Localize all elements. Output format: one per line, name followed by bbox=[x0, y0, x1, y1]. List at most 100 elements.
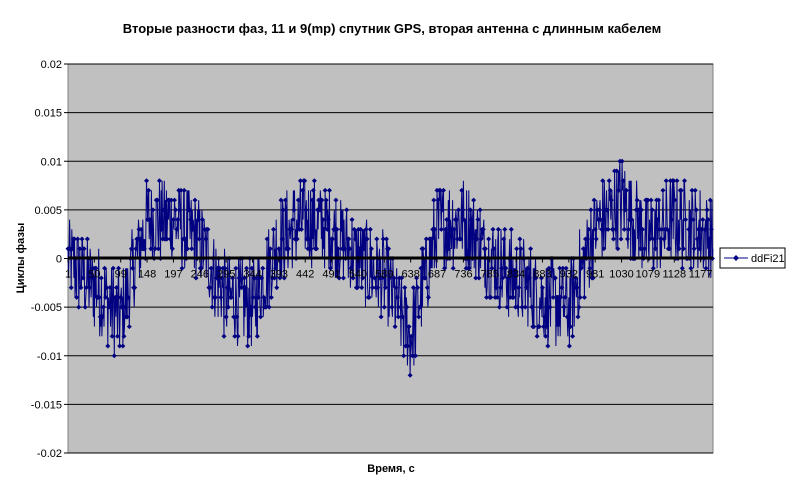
data-point bbox=[173, 207, 179, 213]
data-point bbox=[99, 314, 105, 320]
data-point bbox=[137, 236, 143, 242]
data-point bbox=[480, 226, 486, 232]
data-point bbox=[244, 265, 250, 271]
x-tick-label: 197 bbox=[164, 269, 182, 281]
data-point bbox=[124, 314, 130, 320]
data-point bbox=[404, 304, 410, 310]
data-point bbox=[324, 226, 330, 232]
data-point bbox=[681, 178, 687, 184]
data-point bbox=[676, 246, 682, 252]
data-point bbox=[68, 285, 74, 291]
data-point bbox=[379, 275, 385, 281]
data-point bbox=[545, 343, 551, 349]
x-tick-label: 540 bbox=[349, 269, 367, 281]
data-point bbox=[437, 187, 443, 193]
data-point bbox=[574, 285, 580, 291]
data-point bbox=[338, 226, 344, 232]
data-point bbox=[82, 304, 88, 310]
x-tick-label: 932 bbox=[560, 269, 578, 281]
data-point bbox=[112, 294, 118, 300]
data-point bbox=[230, 275, 236, 281]
data-point bbox=[255, 294, 261, 300]
data-point bbox=[690, 217, 696, 223]
data-point bbox=[504, 304, 510, 310]
data-point bbox=[409, 353, 415, 359]
data-point bbox=[108, 304, 114, 310]
data-point bbox=[321, 226, 327, 232]
data-point bbox=[75, 236, 81, 242]
data-point bbox=[83, 285, 89, 291]
data-point bbox=[590, 275, 596, 281]
data-point bbox=[276, 246, 282, 252]
data-point bbox=[380, 236, 386, 242]
data-point bbox=[141, 246, 147, 252]
data-point bbox=[635, 207, 641, 213]
data-point bbox=[621, 226, 627, 232]
data-point bbox=[252, 304, 258, 310]
data-point bbox=[91, 275, 97, 281]
data-point bbox=[695, 226, 701, 232]
data-point bbox=[372, 275, 378, 281]
data-point bbox=[619, 158, 625, 164]
data-point bbox=[468, 217, 474, 223]
data-point bbox=[110, 265, 116, 271]
data-point bbox=[505, 275, 511, 281]
data-point bbox=[560, 265, 566, 271]
data-point bbox=[386, 246, 392, 252]
data-point bbox=[392, 324, 398, 330]
data-point bbox=[609, 226, 615, 232]
data-point bbox=[570, 333, 576, 339]
data-point bbox=[605, 226, 611, 232]
data-point bbox=[289, 226, 295, 232]
data-point bbox=[580, 246, 586, 252]
data-point bbox=[267, 246, 273, 252]
data-point bbox=[510, 294, 516, 300]
x-tick-label: 589 bbox=[375, 269, 393, 281]
data-point bbox=[534, 333, 540, 339]
data-point bbox=[688, 265, 694, 271]
data-point bbox=[563, 265, 569, 271]
data-point bbox=[119, 304, 125, 310]
data-point bbox=[268, 294, 274, 300]
data-point bbox=[77, 246, 83, 252]
data-point bbox=[693, 207, 699, 213]
data-point bbox=[199, 217, 205, 223]
data-point bbox=[547, 304, 553, 310]
data-point bbox=[425, 294, 431, 300]
data-point bbox=[567, 324, 573, 330]
legend-label: ddFi21 bbox=[751, 253, 785, 265]
data-point bbox=[261, 294, 267, 300]
data-point bbox=[471, 197, 477, 203]
data-point bbox=[422, 275, 428, 281]
data-point bbox=[375, 285, 381, 291]
data-point bbox=[406, 324, 412, 330]
data-point bbox=[443, 226, 449, 232]
data-point bbox=[170, 217, 176, 223]
data-point bbox=[156, 178, 162, 184]
x-tick-label: 1 bbox=[65, 269, 71, 281]
y-tick-label: -0.02 bbox=[37, 448, 62, 460]
x-tick-label: 50 bbox=[88, 269, 100, 281]
data-point bbox=[116, 265, 122, 271]
data-point bbox=[587, 265, 593, 271]
data-point bbox=[344, 207, 350, 213]
data-point bbox=[637, 246, 643, 252]
data-point bbox=[498, 285, 504, 291]
data-point bbox=[546, 265, 552, 271]
data-point bbox=[149, 226, 155, 232]
data-point bbox=[74, 294, 80, 300]
data-point bbox=[270, 226, 276, 232]
data-point bbox=[294, 236, 300, 242]
x-tick-label: 1079 bbox=[636, 269, 660, 281]
data-point bbox=[672, 197, 678, 203]
data-point bbox=[502, 226, 508, 232]
data-point bbox=[258, 314, 264, 320]
data-point bbox=[192, 197, 198, 203]
x-tick-label: 491 bbox=[322, 269, 340, 281]
data-point bbox=[460, 207, 466, 213]
data-point bbox=[363, 226, 369, 232]
data-point bbox=[128, 246, 134, 252]
data-point bbox=[415, 285, 421, 291]
data-point bbox=[593, 236, 599, 242]
